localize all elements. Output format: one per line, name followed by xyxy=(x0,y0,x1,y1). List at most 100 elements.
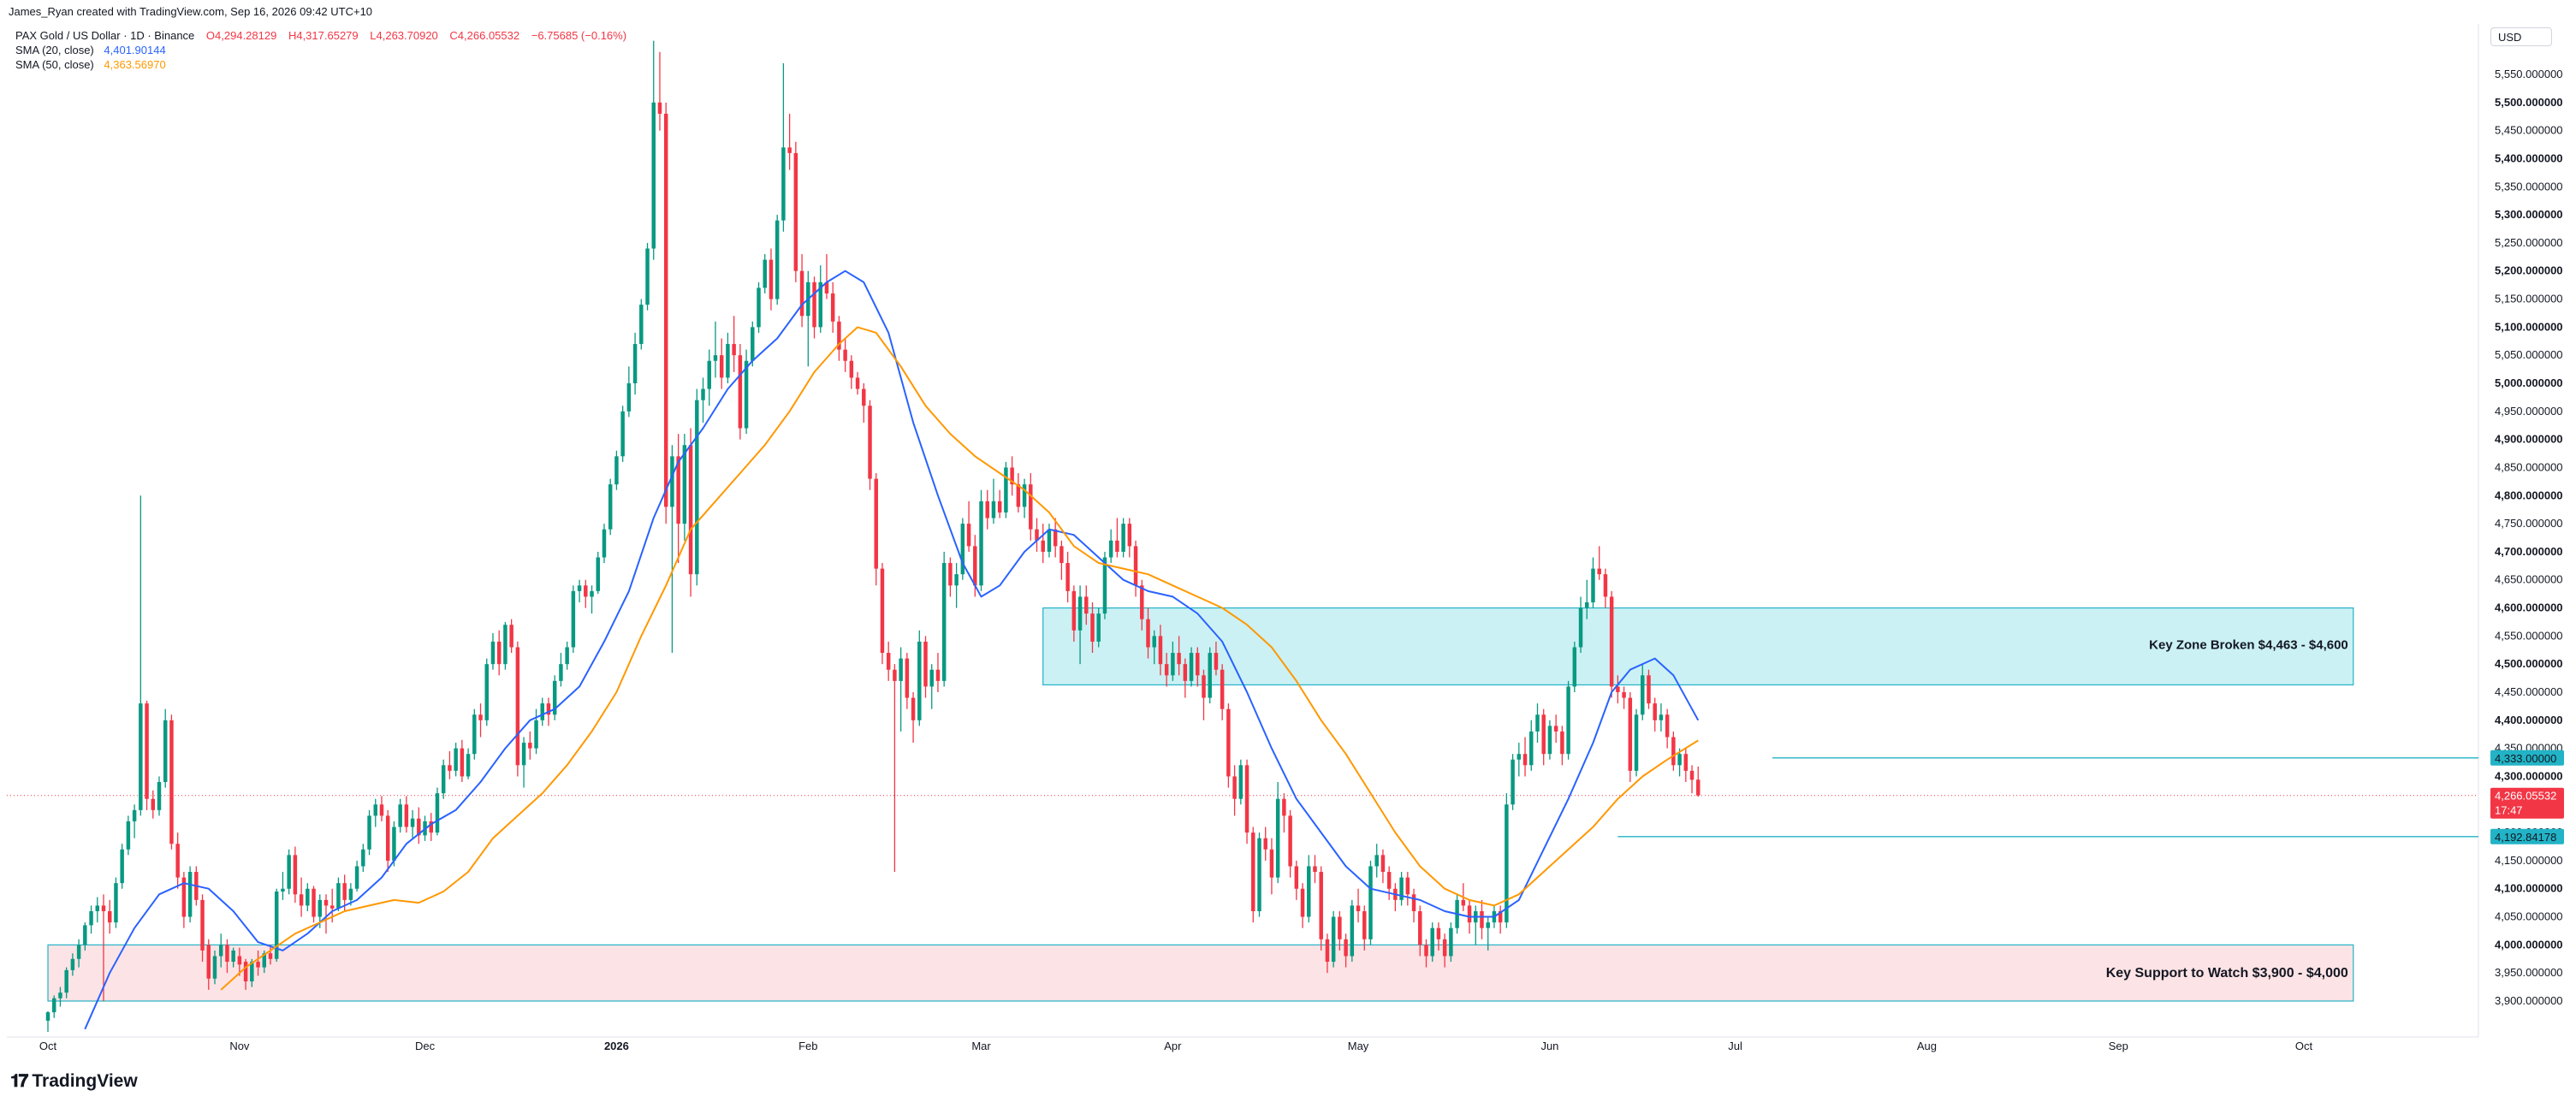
candle-body xyxy=(1696,779,1701,796)
candle-body xyxy=(1683,754,1689,771)
candle-body xyxy=(1616,686,1620,692)
key-support-zone-rect[interactable] xyxy=(47,944,2354,1002)
ohlc-change: −6.75685 (−0.16%) xyxy=(531,29,627,42)
price-tick-label: 5,550.000000 xyxy=(2495,68,2563,80)
candle-body xyxy=(1313,866,1317,873)
chart-legend: PAX Gold / US Dollar · 1D · Binance O4,2… xyxy=(15,28,626,72)
symbol-title[interactable]: PAX Gold / US Dollar · 1D · Binance xyxy=(15,29,195,42)
candle-body xyxy=(584,585,588,597)
candle-body xyxy=(45,1012,50,1021)
candle-body xyxy=(670,456,674,507)
candle-body xyxy=(1380,855,1386,873)
candle-body xyxy=(1374,855,1379,867)
candle-body xyxy=(361,849,365,867)
candle-body xyxy=(1449,927,1453,957)
candle-body xyxy=(1671,737,1676,766)
last-price-tag xyxy=(2490,787,2564,819)
candle-body xyxy=(70,958,75,970)
candle-body xyxy=(496,641,502,665)
candle-body xyxy=(954,574,959,586)
candle-body xyxy=(923,641,928,687)
candle-body xyxy=(1127,524,1132,547)
candle-body xyxy=(478,714,483,720)
candle-body xyxy=(1578,607,1583,648)
candle-body xyxy=(1628,697,1633,771)
level-price-tag xyxy=(2490,828,2564,844)
candle-body xyxy=(639,305,644,345)
candle-body xyxy=(175,844,180,878)
price-axis[interactable]: 3,900.000000 3,950.000000 4,000.000000 4,05… xyxy=(2495,68,2563,1007)
candle-body xyxy=(404,804,409,827)
candle-body xyxy=(114,883,118,923)
candle-body xyxy=(1350,905,1355,957)
candle-body xyxy=(935,669,941,681)
candle-body xyxy=(379,804,384,816)
candle-body xyxy=(695,400,699,575)
candle-body xyxy=(596,557,600,591)
last-price-tag-text: 4,266.05532 xyxy=(2495,790,2556,803)
candle-body xyxy=(793,152,798,271)
candle-body xyxy=(1022,484,1027,507)
time-axis[interactable]: Oct Nov Dec 2026 Feb Mar Apr May Jun Jul Aug Sep Oct xyxy=(39,1040,2313,1052)
candle-body xyxy=(448,765,452,771)
currency-button[interactable]: USD xyxy=(2490,27,2552,46)
price-tick-label: 5,500.000000 xyxy=(2495,96,2563,109)
candle-body xyxy=(812,281,816,328)
candle-body xyxy=(1486,922,1490,928)
candle-body xyxy=(1220,669,1225,709)
candle-body xyxy=(1511,759,1515,805)
candle-body xyxy=(632,344,638,383)
candle-body xyxy=(1177,653,1181,665)
candle-body xyxy=(484,664,489,720)
time-tick-label: Oct xyxy=(2295,1040,2313,1052)
last-price-countdown: 17:47 xyxy=(2495,804,2523,817)
candle-body xyxy=(1035,529,1039,541)
candle-body xyxy=(1603,574,1608,597)
candle-body xyxy=(490,641,496,665)
sma20-legend-row[interactable]: SMA (20, close) 4,401.90144 xyxy=(15,43,626,57)
candle-body xyxy=(1183,664,1188,681)
key-zone-broken-rect[interactable] xyxy=(1042,607,2354,686)
tradingview-logo[interactable]: 𝟏𝟕 TradingView xyxy=(10,1071,138,1092)
candle-body xyxy=(1102,557,1107,614)
sma20-line[interactable] xyxy=(84,270,1700,1030)
key-support-label: Key Support to Watch $3,900 - $4,000 xyxy=(2106,966,2348,981)
candle-body xyxy=(559,664,563,681)
candle-body xyxy=(1108,540,1113,558)
candles-layer xyxy=(45,40,1701,1033)
candle-body xyxy=(83,925,87,945)
candle-body xyxy=(929,669,934,687)
time-tick-label: Jul xyxy=(1728,1040,1742,1052)
candle-body xyxy=(250,962,254,982)
candle-body xyxy=(886,653,891,670)
candle-body xyxy=(89,910,93,926)
candle-body xyxy=(676,456,680,524)
candle-body xyxy=(985,501,989,518)
candle-body xyxy=(1641,675,1645,715)
time-tick-label: Aug xyxy=(1917,1040,1937,1052)
candle-body xyxy=(1424,945,1428,957)
candle-body xyxy=(120,849,124,884)
time-tick-label: Sep xyxy=(2109,1040,2128,1052)
sma50-line[interactable] xyxy=(220,326,1699,991)
candle-body xyxy=(157,782,162,810)
candle-body xyxy=(354,866,359,889)
candle-body xyxy=(787,147,792,153)
zone-labels-layer: Key Zone Broken $4,463 - $4,600 Key Suppo… xyxy=(2106,638,2348,981)
candle-body xyxy=(509,625,513,648)
candle-body xyxy=(262,953,267,968)
candle-body xyxy=(1344,939,1348,957)
time-tick-label: Mar xyxy=(971,1040,991,1052)
tradingview-logo-text: TradingView xyxy=(32,1071,138,1091)
price-tick-label: 4,600.000000 xyxy=(2495,601,2563,614)
candle-body xyxy=(1084,596,1089,614)
candle-body xyxy=(274,892,279,959)
candle-body xyxy=(1214,653,1219,670)
sma50-legend-row[interactable]: SMA (50, close) 4,363.56970 xyxy=(15,57,626,72)
candle-body xyxy=(1152,636,1156,648)
candle-body xyxy=(818,281,822,328)
ohlc-open: O4,294.28129 xyxy=(205,29,277,42)
level-price-tag-text: 4,192.84178 xyxy=(2495,831,2556,844)
candle-body xyxy=(1238,765,1243,799)
